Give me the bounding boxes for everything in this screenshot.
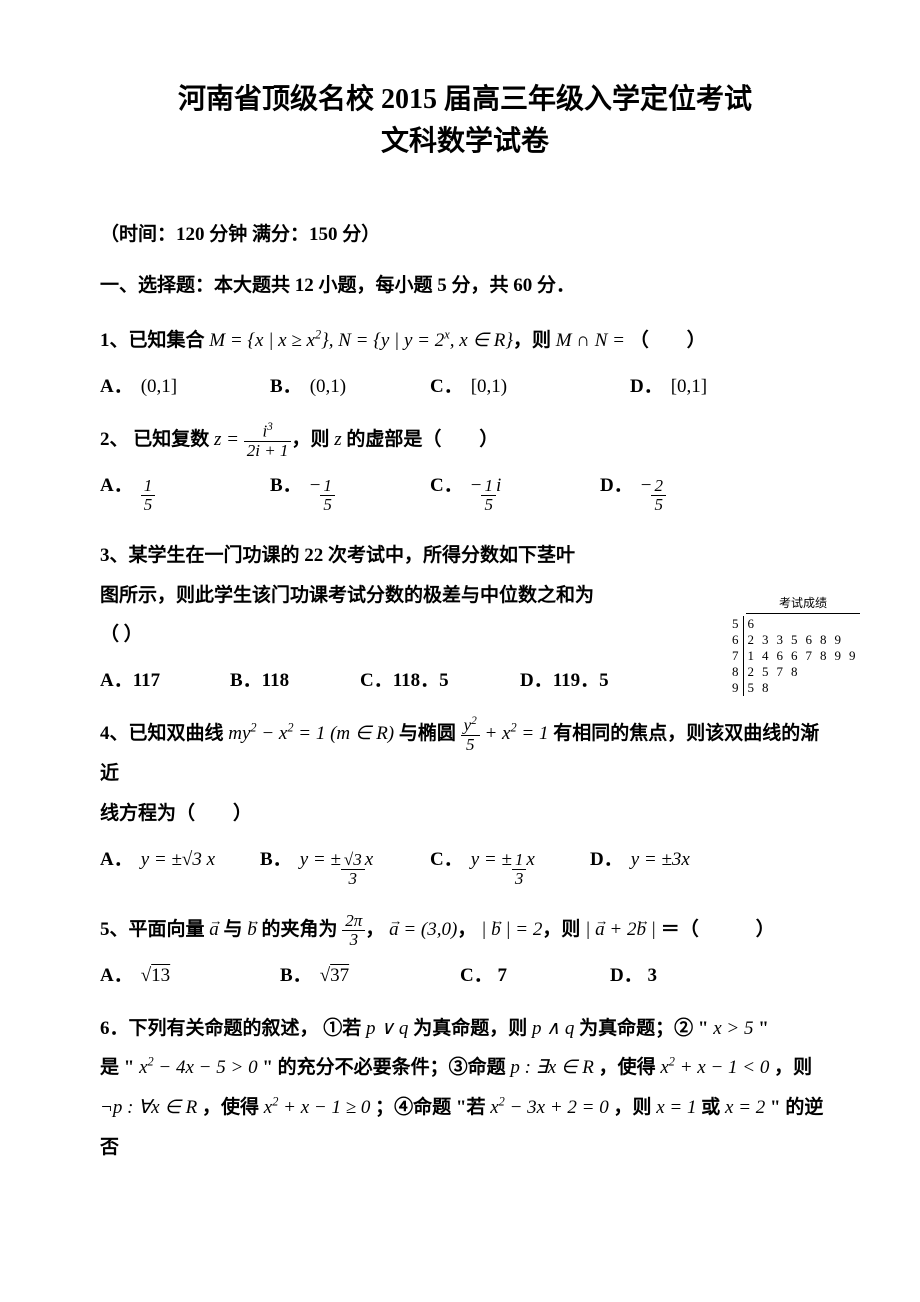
q2-tail: 的虚部是（ ）	[346, 429, 498, 450]
q6-l2d: ，则	[774, 1057, 812, 1078]
q5-options: A．√13 B．√37 C． 7 D． 3	[100, 960, 830, 987]
q3-opt-a: A．117	[100, 665, 230, 692]
q5-expr: | a + 2b |	[585, 919, 656, 940]
q4-hyper: my2 − x2 = 1 (m ∈ R)	[228, 723, 399, 744]
q6-l1b: 为真命题，则	[413, 1018, 527, 1039]
q5-vec-b: b	[247, 919, 257, 940]
question-4: 4、已知双曲线 my2 − x2 = 1 (m ∈ R) 与椭圆 y25 + x…	[100, 714, 830, 834]
q4-mid: 与椭圆	[399, 723, 456, 744]
q4-ellipse-rest: + x2 = 1	[480, 723, 554, 744]
q6-pexists: p : ∃x ∈ R	[510, 1057, 598, 1078]
q6-l3b: ；④命题 "若	[375, 1097, 485, 1118]
q2-options: A．15 B．−15 C．−15i D．−25	[100, 470, 830, 514]
exam-title-1: 河南省顶级名校 2015 届高三年级入学定位考试	[100, 80, 830, 119]
q6-l3c: ，则	[613, 1097, 651, 1118]
q6-ineq1: x2 + x − 1 < 0	[660, 1057, 774, 1078]
q2-opt-b: B．−15	[270, 470, 430, 514]
q2-opt-d: D．−25	[600, 470, 666, 514]
q1-opt-a: A．(0,1]	[100, 371, 270, 398]
q5-a-val: a = (3,0)	[389, 919, 457, 940]
q6-xgt5: x > 5	[708, 1018, 758, 1039]
question-5: 5、平面向量 a 与 b 的夹角为 2π3， a = (3,0)， | b | …	[100, 910, 830, 950]
q2-frac: i32i + 1	[244, 422, 292, 459]
q4-ellipse-frac: y25	[461, 716, 480, 753]
q5-mid2: 的夹角为	[262, 919, 338, 940]
q3-l1: 3、某学生在一门功课的 22 次考试中，所得分数如下茎叶	[100, 545, 575, 566]
q5-mid4: ，	[457, 919, 476, 940]
q6-quad: x2 − 4x − 5 > 0	[134, 1057, 262, 1078]
q2-lead: 2、 已知复数	[100, 429, 209, 450]
q2-opt-a: A．15	[100, 470, 270, 514]
q1-tail1: ，则	[513, 330, 551, 351]
q4-opt-b: B．y = ±√33 x	[260, 844, 430, 888]
q5-tail: ＝（ ）	[661, 919, 775, 940]
exam-info: （时间：120 分钟 满分：150 分）	[100, 219, 830, 246]
q3-options: A．117 B．118 C．118．5 D．119．5	[100, 665, 630, 692]
stem-leaf-table: 56 62335689 714667899 82578 958	[728, 616, 860, 696]
q3-l2: 图所示，则此学生该门功课考试分数的极差与中位数之和为	[100, 585, 594, 606]
q6-l1d: "	[758, 1018, 769, 1039]
q1-options: A．(0,1] B．(0,1) C．[0,1) D．[0,1]	[100, 371, 830, 398]
question-6: 6．下列有关命题的叙述， ①若 p ∨ q 为真命题，则 p ∧ q 为真命题；…	[100, 1009, 830, 1169]
stem-leaf-title: 考试成绩	[746, 594, 860, 614]
q5-opt-b: B．√37	[280, 960, 460, 987]
q6-l1c: 为真命题；② "	[579, 1018, 708, 1039]
q6-l1a: 6．下列有关命题的叙述， ①若	[100, 1018, 361, 1039]
q3-opt-b: B．118	[230, 665, 360, 692]
q6-ineq2: x2 + x − 1 ≥ 0	[264, 1097, 375, 1118]
q1-tail2: （ ）	[630, 330, 706, 351]
q1-opt-c: C．[0,1)	[430, 371, 630, 398]
q5-mid1: 与	[224, 919, 243, 940]
q6-l3d: 或	[701, 1097, 720, 1118]
q6-l2a: 是 "	[100, 1057, 134, 1078]
section-1-heading: 一、选择题：本大题共 12 小题，每小题 5 分，共 60 分．	[100, 270, 830, 297]
q6-pvq: p ∨ q	[366, 1018, 413, 1039]
q1-lead: 1、已知集合	[100, 330, 205, 351]
q5-b-val: | b | = 2	[481, 919, 542, 940]
q2-mid: ，则	[291, 429, 329, 450]
q2-z: z =	[214, 429, 244, 450]
q5-mid5: ，则	[542, 919, 580, 940]
q3-opt-c: C．118．5	[360, 665, 520, 692]
q5-angle: 2π3	[342, 912, 365, 949]
q5-mid3: ，	[365, 919, 384, 940]
q4-opt-d: D．y = ±3x	[590, 844, 690, 888]
q6-negp: ¬p : ∀x ∈ R	[100, 1097, 202, 1118]
q6-paq: p ∧ q	[532, 1018, 579, 1039]
q1-set-m: M = {x | x ≥ x2}, N = {y | y = 2x, x ∈ R…	[209, 330, 513, 351]
q2-opt-c: C．−15i	[430, 470, 600, 514]
q5-opt-d: D． 3	[610, 960, 657, 987]
q1-mn: M ∩ N =	[556, 330, 630, 351]
question-1: 1、已知集合 M = {x | x ≥ x2}, N = {y | y = 2x…	[100, 321, 830, 361]
q3-opt-d: D．119．5	[520, 665, 609, 692]
q4-opt-a: A．y = ±√3 x	[100, 844, 260, 888]
q4-lead: 4、已知双曲线	[100, 723, 224, 744]
q5-opt-a: A．√13	[100, 960, 280, 987]
q4-options: A．y = ±√3 x B．y = ±√33 x C．y = ±13 x D．y…	[100, 844, 830, 888]
q5-vec-a: a	[209, 919, 219, 940]
q4-tail2: 线方程为（ ）	[100, 803, 252, 824]
q6-l3a: ，使得	[202, 1097, 259, 1118]
stem-leaf-plot: 考试成绩 56 62335689 714667899 82578 958	[728, 594, 860, 696]
exam-title-2: 文科数学试卷	[100, 119, 830, 159]
q6-x1: x = 1	[656, 1097, 701, 1118]
q5-opt-c: C． 7	[460, 960, 610, 987]
question-2: 2、 已知复数 z = i32i + 1，则 z 的虚部是（ ）	[100, 420, 830, 460]
q2-zvar: z	[329, 429, 346, 450]
q6-l2c: ，使得	[599, 1057, 656, 1078]
q4-opt-c: C．y = ±13 x	[430, 844, 590, 888]
q6-l2b: " 的充分不必要条件；③命题	[262, 1057, 505, 1078]
q1-opt-b: B．(0,1)	[270, 371, 430, 398]
q1-opt-d: D．[0,1]	[630, 371, 707, 398]
q6-eq: x2 − 3x + 2 = 0	[490, 1097, 613, 1118]
q3-l3: （ ）	[100, 624, 143, 645]
question-3: 3、某学生在一门功课的 22 次考试中，所得分数如下茎叶 图所示，则此学生该门功…	[100, 536, 630, 656]
q6-x2: x = 2	[725, 1097, 770, 1118]
q5-lead: 5、平面向量	[100, 919, 205, 940]
